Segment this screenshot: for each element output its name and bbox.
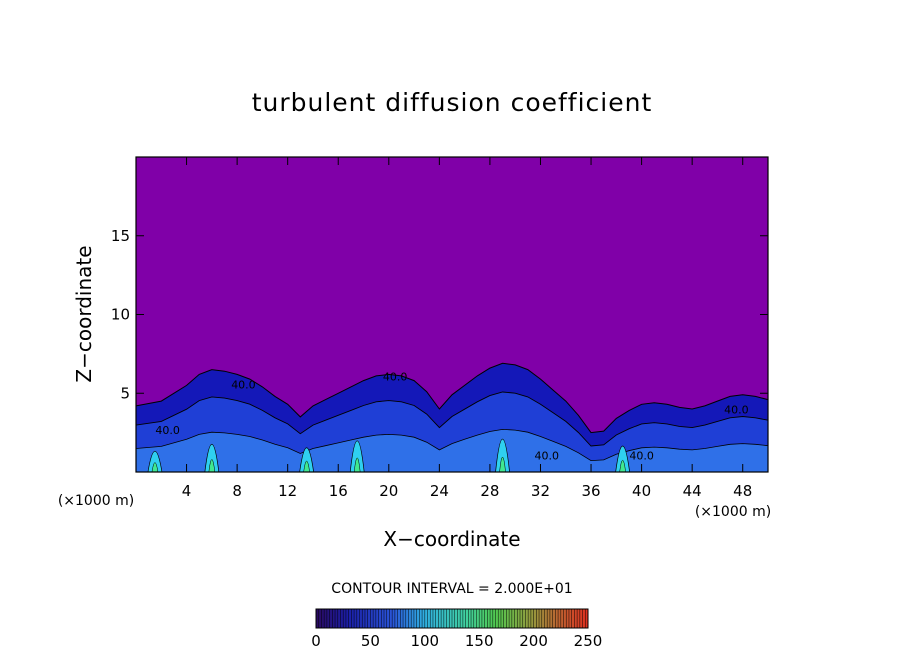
colorbar-ticks: 0 50 100 150 200 250	[311, 632, 602, 650]
x-tick-label: 40	[632, 482, 651, 500]
plot-area: 40.040.040.040.0 40.040.0 4 8 12 16 20 24 28 32 3…	[111, 156, 769, 500]
x-tick-label: 8	[232, 482, 242, 500]
y-axis-label: Z−coordinate	[72, 245, 96, 382]
contour-label: 40.0	[724, 404, 749, 417]
contour-label: 40.0	[155, 424, 180, 437]
x-unit-label-right: (×1000 m)	[695, 504, 771, 520]
colorbar-tick-label: 150	[465, 632, 494, 650]
x-tick-label: 44	[683, 482, 702, 500]
colorbar-tick-label: 50	[361, 632, 380, 650]
x-tick-label: 20	[379, 482, 398, 500]
contour-label: 40.0	[383, 371, 408, 384]
x-tick-label: 24	[430, 482, 449, 500]
field-region-inner	[136, 428, 768, 472]
contour-label: 40.0	[535, 449, 560, 462]
diffusion-field: 40.0 40.0 40.0 40.0 40.0 40.0	[136, 362, 768, 472]
y-axis: 5 10 15	[111, 227, 768, 402]
x-tick-label: 12	[278, 482, 297, 500]
x-tick-label: 48	[733, 482, 752, 500]
x-axis: 4 8 12 16 20 24 28 32 36 40 44 48	[182, 157, 752, 500]
x-tick-label: 28	[480, 482, 499, 500]
chart-title: turbulent diffusion coefficient	[252, 88, 653, 117]
colorbar-tick-label: 0	[311, 632, 321, 650]
contour-interval-label: CONTOUR INTERVAL = 2.000E+01	[331, 581, 572, 597]
x-tick-label: 36	[581, 482, 600, 500]
x-tick-label: 4	[182, 482, 192, 500]
field-plume	[349, 440, 365, 472]
contour-label: 40.0	[629, 449, 654, 462]
x-tick-label: 32	[531, 482, 550, 500]
colorbar: 0 50 100 150 200 250	[311, 608, 602, 650]
x-unit-label-left: (×1000 m)	[58, 493, 134, 509]
y-tick-label: 10	[111, 306, 130, 324]
y-tick-label: 15	[111, 227, 130, 245]
colorbar-tick-label: 200	[519, 632, 548, 650]
colorbar-tick-label: 100	[410, 632, 439, 650]
field-plume	[495, 438, 510, 472]
y-tick-label: 5	[120, 384, 130, 402]
contour-label: 40.0	[231, 379, 256, 392]
colorbar-tick-label: 250	[574, 632, 603, 650]
x-tick-label: 16	[329, 482, 348, 500]
colorbar-contour-lines	[315, 609, 589, 628]
x-axis-label: X−coordinate	[383, 527, 520, 551]
